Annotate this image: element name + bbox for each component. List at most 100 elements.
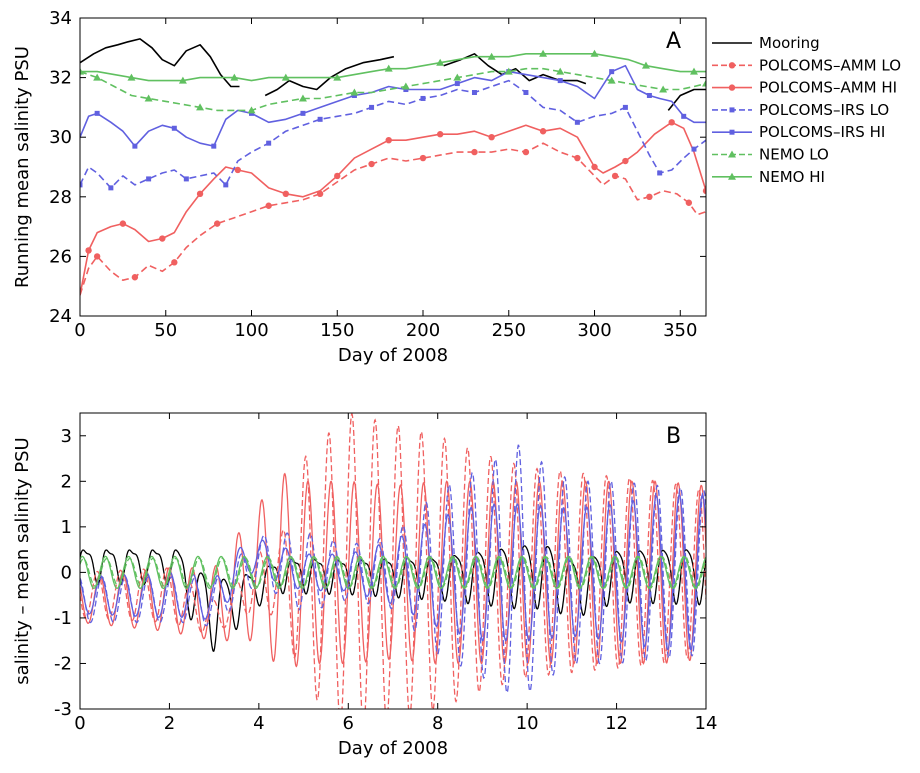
panel-b-x-ticks: 0 2 4 6 8 10 12 14 bbox=[74, 413, 717, 734]
x-tick-label: 100 bbox=[234, 320, 268, 341]
data-point bbox=[266, 140, 272, 146]
data-point bbox=[132, 143, 138, 149]
series-line bbox=[80, 472, 706, 668]
x-tick-label: 350 bbox=[663, 320, 697, 341]
legend-label: POLCOMS–AMM LO bbox=[759, 56, 901, 74]
y-tick-label: 3 bbox=[61, 426, 72, 447]
data-point bbox=[488, 134, 495, 141]
data-point bbox=[171, 259, 178, 266]
series-nemo-lo bbox=[80, 555, 706, 589]
data-point bbox=[436, 131, 444, 138]
x-tick-label: 8 bbox=[432, 713, 443, 734]
legend-marker bbox=[728, 84, 736, 91]
y-tick-label: 28 bbox=[49, 187, 72, 208]
data-point bbox=[333, 73, 342, 81]
data-point bbox=[334, 172, 341, 180]
series-line bbox=[667, 88, 706, 111]
legend: Mooring POLCOMS–AMM LO POLCOMS–AMM HI POLCO… bbox=[712, 34, 901, 186]
legend-item: NEMO HI bbox=[712, 168, 825, 186]
y-tick-label: 0 bbox=[61, 562, 72, 583]
data-point bbox=[622, 157, 629, 165]
data-point bbox=[657, 170, 663, 176]
data-point bbox=[436, 58, 445, 66]
data-point bbox=[316, 190, 324, 198]
series-line bbox=[443, 53, 587, 85]
data-point bbox=[453, 73, 462, 81]
data-point bbox=[94, 110, 100, 116]
legend-marker bbox=[729, 129, 735, 135]
data-point bbox=[196, 103, 205, 111]
series-polcoms-amm-lo bbox=[80, 142, 706, 296]
series-line bbox=[80, 493, 706, 651]
series-nemo-hi bbox=[80, 49, 706, 84]
panel-b-plot-area bbox=[80, 413, 706, 709]
x-tick-label: 50 bbox=[154, 320, 177, 341]
panel-b-axes-frame bbox=[79, 412, 707, 710]
series-mooring bbox=[80, 545, 706, 652]
data-point bbox=[385, 136, 392, 144]
data-point bbox=[298, 94, 307, 102]
panel-a-y-ticks: 24 26 28 30 32 34 bbox=[49, 8, 706, 327]
data-point bbox=[454, 81, 460, 87]
data-point bbox=[108, 185, 114, 191]
data-point bbox=[93, 253, 101, 260]
data-point bbox=[681, 113, 687, 119]
y-tick-label: -2 bbox=[54, 653, 72, 674]
data-point bbox=[522, 148, 530, 156]
data-point bbox=[646, 193, 653, 200]
data-point bbox=[523, 90, 529, 95]
data-point bbox=[93, 73, 102, 81]
data-point bbox=[80, 182, 83, 188]
data-point bbox=[689, 67, 698, 75]
series-line bbox=[80, 53, 706, 82]
data-point bbox=[574, 119, 580, 125]
panel-a-y-axis-label: Running mean salinity PSU bbox=[12, 46, 33, 288]
x-tick-label: 150 bbox=[320, 320, 354, 341]
x-tick-label: 0 bbox=[74, 713, 85, 734]
data-point bbox=[282, 190, 290, 198]
series-polcoms-amm-hi bbox=[80, 119, 706, 296]
x-tick-label: 14 bbox=[695, 713, 718, 734]
legend-item: POLCOMS–AMM HI bbox=[712, 79, 897, 97]
data-point bbox=[281, 73, 290, 81]
data-point bbox=[685, 199, 693, 206]
data-point bbox=[401, 82, 410, 90]
data-point bbox=[317, 116, 323, 122]
x-tick-label: 300 bbox=[577, 320, 611, 341]
data-point bbox=[668, 119, 675, 126]
series-polcoms-irs-hi bbox=[80, 493, 706, 651]
legend-item: POLCOMS–IRS HI bbox=[712, 123, 885, 141]
data-point bbox=[557, 78, 563, 84]
data-point bbox=[487, 52, 496, 60]
legend-item: POLCOMS–AMM LO bbox=[712, 56, 901, 74]
x-tick-label: 6 bbox=[343, 713, 354, 734]
y-tick-label: 24 bbox=[49, 306, 72, 327]
series-line bbox=[80, 555, 706, 589]
data-point bbox=[369, 104, 375, 110]
legend-label: NEMO LO bbox=[759, 146, 829, 164]
data-point bbox=[471, 90, 477, 95]
legend-label: POLCOMS–IRS LO bbox=[759, 101, 889, 119]
panel-a-axes-frame bbox=[79, 17, 707, 317]
series-line bbox=[80, 38, 240, 88]
data-point bbox=[574, 154, 581, 162]
data-point bbox=[119, 220, 127, 227]
data-point bbox=[300, 110, 306, 116]
data-point bbox=[80, 67, 84, 75]
y-tick-label: -3 bbox=[54, 699, 72, 720]
data-point bbox=[214, 220, 221, 227]
legend-marker bbox=[729, 107, 735, 113]
data-point bbox=[159, 235, 166, 242]
data-point bbox=[471, 148, 478, 156]
legend-item: NEMO LO bbox=[712, 146, 829, 164]
panel-a-label: A bbox=[666, 29, 681, 54]
data-point bbox=[384, 64, 393, 72]
data-point bbox=[131, 274, 139, 281]
series-mooring bbox=[80, 38, 706, 111]
data-point bbox=[419, 154, 427, 162]
data-point bbox=[223, 182, 229, 188]
data-point bbox=[590, 49, 599, 57]
y-tick-label: 1 bbox=[61, 517, 72, 538]
x-tick-label: 200 bbox=[406, 320, 440, 341]
